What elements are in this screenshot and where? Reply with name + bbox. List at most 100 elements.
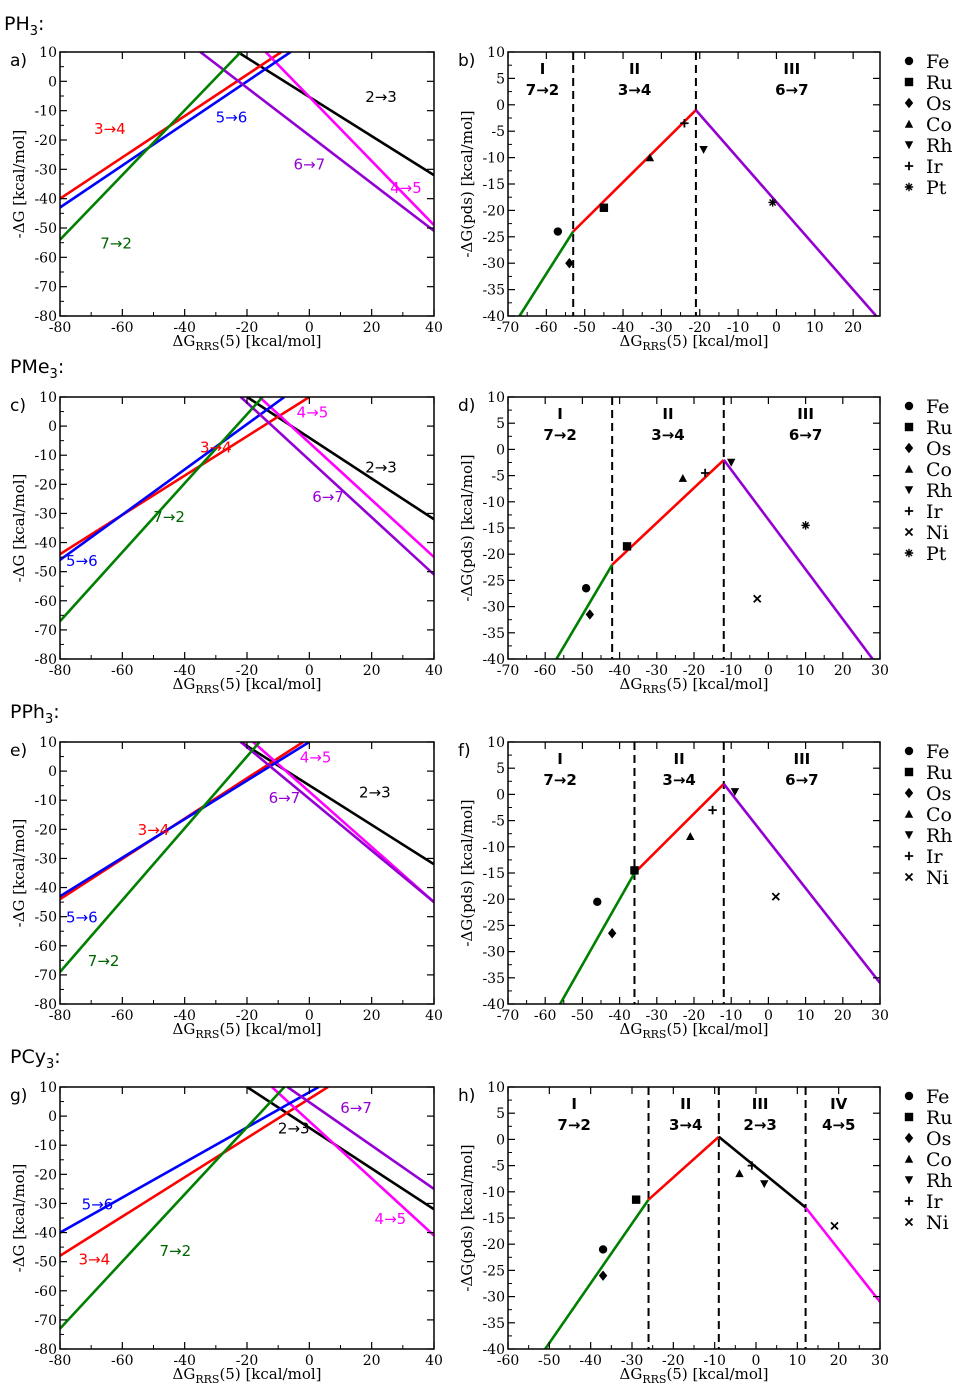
y-tick-label: -70 bbox=[34, 623, 57, 639]
y-tick-label: -35 bbox=[482, 283, 505, 299]
legend-label: Rh bbox=[926, 825, 953, 847]
point-rh bbox=[699, 145, 708, 154]
panel-e: e) 2→3 3→4 4→5 5→6 6→7 7→2 -80 -60 -40 -20 0 20 40 10 0… bbox=[10, 735, 443, 1041]
y-tick-label: 10 bbox=[487, 735, 505, 751]
series-line-4-to-5 bbox=[264, 52, 434, 227]
legend-label: Ru bbox=[926, 1107, 953, 1129]
series-label: 6→7 bbox=[312, 488, 344, 506]
x-tick-label: -40 bbox=[173, 663, 196, 679]
x-tick-label: 30 bbox=[871, 1008, 889, 1024]
y-tick-label: 5 bbox=[496, 761, 505, 777]
y-tick-label: -80 bbox=[34, 997, 57, 1013]
legend-label: Os bbox=[926, 93, 951, 115]
y-tick-label: 10 bbox=[487, 390, 505, 406]
y-tick-label: -5 bbox=[491, 814, 505, 830]
x-tick-label: -10 bbox=[720, 663, 743, 679]
y-tick-label: -40 bbox=[34, 536, 57, 552]
y-tick-label: -15 bbox=[482, 521, 505, 537]
y-tick-label: -40 bbox=[482, 1342, 505, 1358]
series-line-7-to-2 bbox=[544, 1198, 650, 1349]
series-line-3-to-4 bbox=[647, 1135, 720, 1201]
series-line-5-to-6 bbox=[60, 1087, 320, 1234]
legend-marker-co bbox=[904, 809, 914, 818]
y-tick-label: 5 bbox=[496, 416, 505, 432]
x-tick-label: 20 bbox=[363, 1008, 381, 1024]
plot-area bbox=[60, 1087, 434, 1330]
x-tick-label: 10 bbox=[797, 1008, 815, 1024]
series-line-6-to-7 bbox=[199, 52, 434, 232]
legend-label: Os bbox=[926, 438, 951, 460]
legend-label: Fe bbox=[926, 51, 949, 73]
ligand-header-colon: : bbox=[54, 1046, 60, 1068]
series-line-7-to-2 bbox=[60, 52, 242, 241]
x-tick-label: 0 bbox=[305, 1008, 314, 1024]
x-tick-label: 0 bbox=[772, 320, 781, 336]
region-step: 7→2 bbox=[543, 426, 576, 444]
legend-marker-os bbox=[904, 97, 914, 109]
y-tick-label: -80 bbox=[34, 652, 57, 668]
y-tick-label: -20 bbox=[34, 477, 57, 493]
series-line-4-to-5 bbox=[258, 397, 434, 559]
x-tick-label: -40 bbox=[579, 1353, 602, 1369]
plot-area bbox=[60, 742, 434, 973]
legend-label: Ni bbox=[926, 1212, 949, 1234]
x-tick-label: 0 bbox=[764, 663, 773, 679]
y-tick-label: -60 bbox=[34, 1284, 57, 1300]
x-tick-label: 10 bbox=[806, 320, 824, 336]
series-line-3-to-4 bbox=[572, 109, 697, 233]
y-tick-label: -10 bbox=[34, 793, 57, 809]
y-tick-label: -40 bbox=[482, 309, 505, 325]
legend-marker-ru bbox=[904, 422, 914, 432]
x-tick-label: 20 bbox=[363, 1353, 381, 1369]
ligand-header-pcy3: PCy3: bbox=[10, 1046, 61, 1072]
legend-marker-ru bbox=[904, 767, 914, 777]
legend-label: Rh bbox=[926, 135, 953, 157]
legend-marker-co bbox=[904, 464, 914, 473]
panel-label: d) bbox=[458, 396, 475, 416]
panel-g: g) 2→3 3→4 4→5 5→6 6→7 7→2 -80 -60 -40 -20 0 20 40 10 0… bbox=[10, 1080, 443, 1386]
point-os bbox=[585, 609, 595, 620]
svg-text:PMe3:: PMe3: bbox=[10, 356, 64, 382]
y-axis-label: -ΔG [kcal/mol] bbox=[10, 1164, 28, 1273]
y-tick-label: -30 bbox=[482, 945, 505, 961]
point-ir bbox=[747, 1161, 757, 1170]
point-ru bbox=[630, 866, 639, 875]
ligand-header-subscript: 3 bbox=[50, 367, 58, 382]
legend-label: Rh bbox=[926, 480, 953, 502]
x-tick-label: 0 bbox=[305, 663, 314, 679]
legend-label: Co bbox=[926, 1149, 952, 1171]
x-tick-label: 10 bbox=[797, 663, 815, 679]
point-fe bbox=[553, 227, 563, 236]
series-label: 7→2 bbox=[100, 235, 132, 253]
y-tick-label: -80 bbox=[34, 309, 57, 325]
series-label: 4→5 bbox=[375, 1210, 407, 1228]
x-tick-label: 0 bbox=[305, 320, 314, 336]
x-axis-label: ΔGRRS(5) [kcal/mol] bbox=[173, 1365, 322, 1386]
y-tick-label: -30 bbox=[34, 851, 57, 867]
region-step: 3→4 bbox=[662, 771, 695, 789]
x-tick-label: -60 bbox=[111, 1008, 134, 1024]
svg-text:PCy3:: PCy3: bbox=[10, 1046, 61, 1072]
x-tick-label: -30 bbox=[621, 1353, 644, 1369]
y-tick-label: -10 bbox=[34, 448, 57, 464]
point-ru bbox=[599, 203, 609, 212]
y-tick-label: 10 bbox=[39, 390, 57, 406]
y-tick-label: -20 bbox=[34, 1167, 57, 1183]
legend-label: Fe bbox=[926, 1086, 949, 1108]
y-tick-label: -25 bbox=[482, 573, 505, 589]
point-rh bbox=[760, 1180, 769, 1189]
x-tick-label: 20 bbox=[844, 320, 862, 336]
series-line-3-to-4 bbox=[60, 397, 310, 556]
point-co bbox=[735, 1169, 744, 1178]
legend-marker-os bbox=[904, 442, 914, 454]
panel-label: a) bbox=[10, 51, 27, 71]
ligand-header-colon: : bbox=[58, 356, 64, 378]
y-axis-label: -ΔG(pds) [kcal/mol] bbox=[458, 799, 476, 946]
x-tick-label: -80 bbox=[49, 320, 72, 336]
y-tick-label: -40 bbox=[34, 881, 57, 897]
y-tick-label: 0 bbox=[496, 1132, 505, 1148]
plot-area bbox=[60, 52, 434, 241]
legend-marker-fe bbox=[904, 401, 914, 411]
y-tick-label: -15 bbox=[482, 866, 505, 882]
